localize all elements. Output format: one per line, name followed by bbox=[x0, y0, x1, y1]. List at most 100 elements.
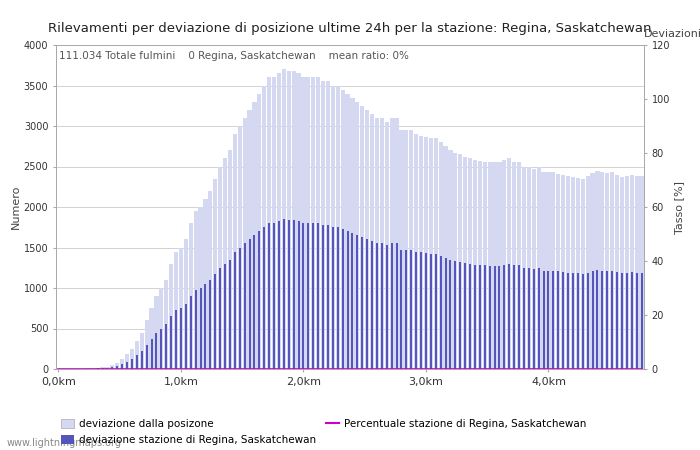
Bar bbox=[346, 94, 349, 369]
Bar bbox=[385, 122, 389, 369]
Bar bbox=[322, 225, 324, 369]
Bar bbox=[391, 243, 393, 369]
Bar bbox=[190, 296, 192, 369]
Bar bbox=[174, 252, 178, 369]
Bar bbox=[170, 316, 172, 369]
Bar bbox=[116, 366, 118, 369]
Bar bbox=[561, 175, 565, 369]
Bar bbox=[469, 264, 471, 369]
Bar bbox=[493, 162, 496, 369]
Bar bbox=[141, 351, 143, 369]
Y-axis label: Tasso [%]: Tasso [%] bbox=[674, 180, 685, 234]
Bar bbox=[337, 227, 339, 369]
Bar bbox=[556, 174, 560, 369]
Bar bbox=[297, 73, 300, 369]
Text: 111.034 Totale fulmini    0 Regina, Saskatchewan    mean ratio: 0%: 111.034 Totale fulmini 0 Regina, Saskatc… bbox=[59, 51, 409, 62]
Bar bbox=[582, 274, 584, 369]
Bar bbox=[640, 273, 643, 369]
Bar bbox=[468, 158, 472, 369]
Bar bbox=[537, 167, 540, 369]
Bar bbox=[596, 270, 598, 369]
Bar bbox=[239, 248, 241, 369]
Bar bbox=[631, 272, 633, 369]
Bar bbox=[552, 270, 554, 369]
Bar bbox=[522, 167, 526, 369]
Bar bbox=[621, 273, 623, 369]
Bar bbox=[116, 363, 119, 369]
Bar bbox=[498, 266, 500, 369]
Bar bbox=[410, 130, 413, 369]
Bar bbox=[376, 243, 378, 369]
Bar bbox=[307, 223, 309, 369]
Bar bbox=[557, 271, 559, 369]
Bar bbox=[253, 102, 256, 369]
Bar bbox=[532, 169, 536, 369]
Bar bbox=[395, 243, 398, 369]
Bar bbox=[160, 288, 163, 369]
Bar bbox=[478, 161, 482, 369]
Bar bbox=[169, 264, 173, 369]
Bar bbox=[592, 271, 594, 369]
Bar bbox=[131, 359, 133, 369]
Text: Deviazioni: Deviazioni bbox=[644, 28, 700, 39]
Bar bbox=[184, 239, 188, 369]
Bar bbox=[567, 273, 569, 369]
Bar bbox=[538, 268, 540, 369]
Bar bbox=[106, 367, 109, 369]
Bar bbox=[479, 265, 481, 369]
Bar bbox=[336, 86, 340, 369]
Bar bbox=[253, 235, 256, 369]
Bar bbox=[552, 172, 555, 369]
Bar bbox=[180, 308, 182, 369]
Bar bbox=[474, 265, 476, 369]
Bar bbox=[611, 270, 613, 369]
Bar bbox=[244, 243, 246, 369]
Bar bbox=[155, 296, 158, 369]
Bar bbox=[449, 260, 452, 369]
Bar bbox=[150, 338, 153, 369]
Bar bbox=[96, 368, 99, 369]
Bar bbox=[136, 355, 138, 369]
Bar bbox=[150, 308, 153, 369]
Bar bbox=[316, 77, 320, 369]
Bar bbox=[282, 69, 286, 369]
Bar bbox=[263, 227, 265, 369]
Bar bbox=[160, 328, 162, 369]
Title: Rilevamenti per deviazione di posizione ultime 24h per la stazione: Regina, Sask: Rilevamenti per deviazione di posizione … bbox=[48, 22, 652, 35]
Bar bbox=[228, 150, 232, 369]
Bar bbox=[218, 166, 222, 369]
Bar bbox=[419, 136, 423, 369]
Bar bbox=[581, 179, 584, 369]
Bar bbox=[224, 264, 226, 369]
Bar bbox=[287, 71, 290, 369]
Bar bbox=[327, 225, 329, 369]
Bar bbox=[508, 264, 510, 369]
Bar bbox=[503, 160, 506, 369]
Bar bbox=[484, 266, 486, 369]
Bar bbox=[292, 71, 295, 369]
Bar bbox=[351, 233, 354, 369]
Bar bbox=[454, 153, 457, 369]
Bar bbox=[601, 172, 604, 369]
Bar bbox=[366, 239, 368, 369]
Bar bbox=[351, 98, 354, 369]
Bar bbox=[199, 207, 202, 369]
Bar bbox=[248, 110, 251, 369]
Bar bbox=[273, 223, 275, 369]
Bar bbox=[576, 178, 580, 369]
Bar bbox=[587, 273, 589, 369]
Bar bbox=[277, 73, 281, 369]
Bar bbox=[312, 223, 314, 369]
Bar bbox=[234, 252, 236, 369]
Bar bbox=[209, 191, 212, 369]
Bar bbox=[439, 142, 442, 369]
Bar bbox=[494, 266, 496, 369]
Bar bbox=[268, 223, 270, 369]
Bar bbox=[146, 345, 148, 369]
Bar bbox=[321, 81, 325, 369]
Bar bbox=[542, 172, 545, 369]
Bar bbox=[395, 118, 398, 369]
Bar bbox=[430, 254, 432, 369]
Bar bbox=[361, 238, 363, 369]
Bar bbox=[195, 290, 197, 369]
